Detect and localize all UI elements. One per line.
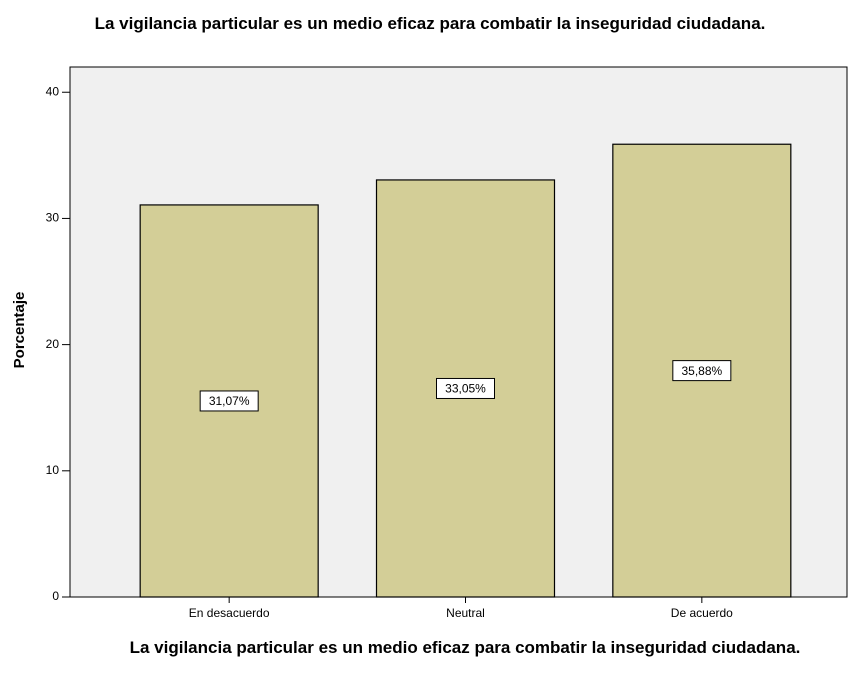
x-tick-label: En desacuerdo	[189, 606, 270, 620]
x-tick-label: De acuerdo	[671, 606, 733, 620]
value-label: 33,05%	[445, 382, 486, 396]
x-axis-label: La vigilancia particular es un medio efi…	[129, 638, 801, 657]
y-tick-label: 0	[52, 589, 59, 603]
y-tick-label: 10	[46, 463, 60, 477]
value-label-box	[199, 390, 259, 412]
y-tick-label: 30	[46, 211, 60, 225]
value-label-box	[436, 377, 495, 399]
y-tick-label: 20	[46, 337, 60, 351]
value-label: 35,88%	[681, 364, 722, 378]
y-tick-label: 40	[46, 84, 60, 98]
chart-title: La vigilancia particular es un medio efi…	[94, 14, 766, 33]
value-label-box	[672, 360, 732, 382]
y-axis-label: Porcentaje	[11, 292, 28, 369]
x-tick-label: Neutral	[446, 606, 485, 620]
value-label: 31,07%	[209, 394, 250, 408]
